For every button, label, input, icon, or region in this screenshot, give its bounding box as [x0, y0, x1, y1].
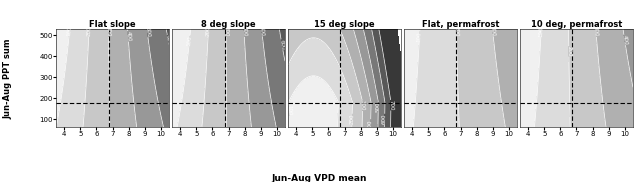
- Text: 100: 100: [417, 31, 422, 42]
- Text: 200: 200: [454, 26, 459, 37]
- Text: 600: 600: [279, 39, 285, 50]
- Text: 100: 100: [538, 26, 544, 37]
- Text: 700: 700: [389, 100, 394, 110]
- Text: 600: 600: [165, 34, 172, 46]
- Text: 200: 200: [86, 26, 92, 36]
- Title: 15 deg slope: 15 deg slope: [314, 20, 375, 29]
- Text: 200: 200: [205, 26, 211, 36]
- Text: 500: 500: [144, 26, 151, 37]
- Text: 300: 300: [489, 26, 496, 37]
- Text: Jun-Aug PPT sum: Jun-Aug PPT sum: [3, 38, 12, 118]
- Text: 100: 100: [186, 35, 193, 46]
- Title: Flat slope: Flat slope: [89, 20, 136, 29]
- Text: 400: 400: [621, 34, 628, 46]
- Text: 400: 400: [241, 26, 247, 37]
- Text: 300: 300: [593, 26, 599, 37]
- Title: Flat, permafrost: Flat, permafrost: [422, 20, 500, 29]
- Text: 400: 400: [125, 31, 131, 42]
- Text: 400: 400: [368, 119, 373, 130]
- Text: 300: 300: [106, 26, 111, 37]
- Title: 8 deg slope: 8 deg slope: [201, 20, 256, 29]
- Text: 300: 300: [224, 26, 228, 37]
- Text: 100: 100: [286, 105, 292, 116]
- Text: 500: 500: [376, 102, 381, 112]
- Text: Jun-Aug VPD mean: Jun-Aug VPD mean: [271, 174, 367, 182]
- Text: 100: 100: [66, 26, 73, 37]
- Text: 200: 200: [567, 46, 572, 57]
- Text: 300: 300: [360, 100, 365, 111]
- Text: 600: 600: [382, 114, 387, 124]
- Text: 500: 500: [259, 26, 265, 37]
- Title: 10 deg, permafrost: 10 deg, permafrost: [531, 20, 622, 29]
- Text: 200: 200: [350, 114, 355, 124]
